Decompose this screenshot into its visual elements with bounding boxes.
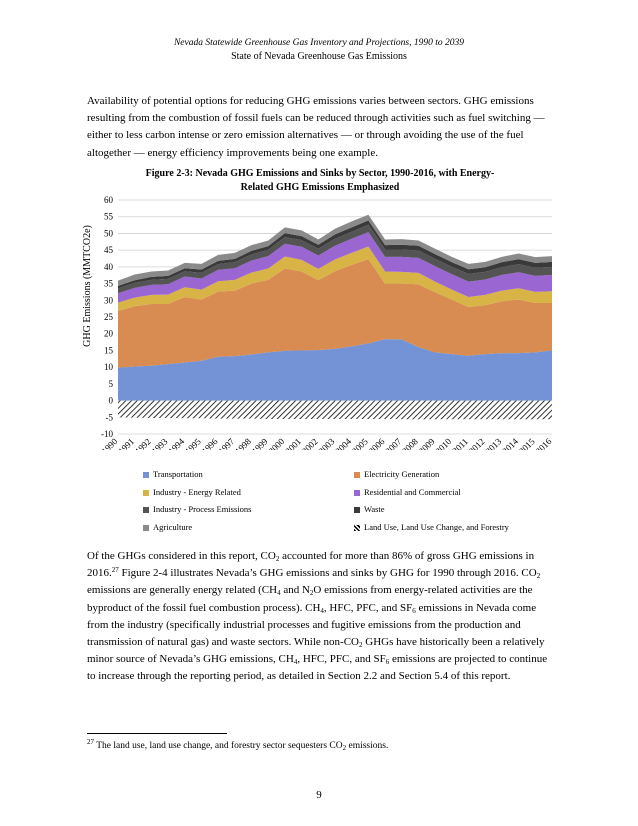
legend-swatch	[354, 489, 360, 496]
y-tick-label: 30	[104, 295, 114, 305]
x-tick-label: 2016	[534, 436, 554, 450]
legend-swatch	[354, 507, 360, 514]
text-run: 4	[277, 589, 281, 598]
text-run: , HFC, PFC, and SF	[297, 653, 386, 666]
y-tick-label: 0	[109, 396, 114, 406]
legend-item: Industry - Energy Related	[143, 487, 241, 498]
text-run: 6	[385, 658, 390, 667]
y-tick-label: 55	[104, 212, 114, 222]
text-run: emissions.	[346, 741, 389, 751]
running-header-title: Nevada Statewide Greenhouse Gas Inventor…	[173, 38, 465, 48]
legend-label: Agriculture	[153, 521, 193, 532]
area-series-2	[118, 246, 552, 311]
text-run: emissions in Nevada come from the indust…	[87, 601, 537, 649]
legend-item: Waste	[354, 504, 385, 515]
running-header-subtitle: State of Nevada Greenhouse Gas Emissions	[231, 51, 407, 62]
legend-label: Land Use, Land Use Change, and Forestry	[364, 521, 509, 532]
area-series-6	[118, 214, 552, 286]
text-run: 27	[87, 738, 94, 746]
y-tick-label: 60	[104, 195, 114, 205]
text-run: Of the GHGs considered in this report, C…	[87, 550, 276, 562]
legend-item: Industry - Process Emissions	[143, 504, 251, 515]
legend-swatch	[143, 524, 149, 531]
y-tick-label: 35	[104, 279, 114, 289]
legend-swatch	[143, 472, 149, 479]
text-run: 2	[536, 572, 541, 581]
y-tick-label: 15	[104, 345, 114, 355]
legend-swatch	[143, 489, 149, 496]
text-run: 27	[111, 566, 119, 575]
text-run: , HFC, PFC, and SF	[323, 601, 413, 614]
legend-label: Waste	[364, 504, 385, 514]
text-run: emissions are generally energy related (…	[87, 584, 278, 597]
y-tick-label: 5	[109, 379, 114, 389]
figure-title-line2: Related GHG Emissions Emphasized	[240, 182, 400, 193]
text-run: 4	[293, 658, 298, 667]
area-series-7	[118, 400, 552, 420]
chart-areas	[118, 214, 552, 420]
legend-item: Residential and Commercial	[354, 487, 461, 498]
y-tick-label: 40	[104, 262, 114, 272]
figure-title-line1: Figure 2-3: Nevada GHG Emissions and Sin…	[145, 168, 495, 179]
area-series-0	[118, 339, 552, 401]
area-series-3	[118, 232, 552, 303]
legend-item: Agriculture	[143, 522, 192, 533]
legend-label: Industry - Process Emissions	[153, 504, 252, 514]
legend-item: Land Use, Land Use Change, and Forestry	[354, 522, 509, 533]
page-number: 9	[316, 789, 322, 801]
body-paragraph: Of the GHGs considered in this report, C…	[87, 548, 557, 686]
y-tick-label: 20	[104, 329, 114, 339]
intro-paragraph: Availability of potential options for re…	[87, 95, 545, 159]
text-run: The land use, land use change, and fores…	[94, 741, 343, 751]
y-tick-label: 45	[104, 245, 114, 255]
y-tick-label: 50	[104, 228, 114, 238]
legend-item: Transportation	[143, 469, 203, 480]
text-run: Figure 2-4 illustrates Nevada’s GHG emis…	[118, 567, 537, 580]
legend-swatch	[354, 524, 360, 531]
text-run: and N	[280, 584, 310, 597]
text-run: GHGs have historically been a relatively…	[87, 636, 545, 666]
text-run: emissions are projected to continue to i…	[87, 653, 548, 683]
legend-swatch	[354, 472, 360, 479]
figure-title: Figure 2-3: Nevada GHG Emissions and Sin…	[130, 167, 510, 195]
legend-label: Industry - Energy Related	[153, 486, 241, 497]
text-run: 2	[275, 555, 280, 563]
footnote-27: 27 The land use, land use change, and fo…	[87, 738, 389, 752]
y-tick-label: -10	[101, 429, 113, 439]
legend-item: Electricity Generation	[354, 469, 439, 480]
text-run: 2	[359, 641, 363, 650]
legend-label: Residential and Commercial	[364, 486, 461, 497]
legend-label: Transportation	[153, 469, 203, 479]
area-series-1	[118, 259, 552, 368]
footnote-rule	[87, 733, 227, 734]
text-run: 4	[320, 606, 324, 615]
text-run: 2	[342, 744, 347, 752]
legend-swatch	[143, 507, 149, 514]
emissions-area-chart: -10-505101520253035404550556019901991199…	[82, 195, 554, 450]
y-axis-label: GHG Emissions (MMTCO2e)	[82, 225, 93, 347]
text-run: 6	[412, 606, 416, 615]
text-run: O emissions from energy-related activiti…	[87, 584, 533, 614]
y-tick-label: -5	[106, 412, 114, 422]
y-tick-label: 10	[104, 362, 114, 372]
text-run: accounted for more than 86% of gross GHG…	[87, 550, 535, 580]
legend-label: Electricity Generation	[364, 469, 440, 479]
y-tick-label: 25	[104, 312, 114, 322]
text-run: 2	[309, 589, 314, 598]
